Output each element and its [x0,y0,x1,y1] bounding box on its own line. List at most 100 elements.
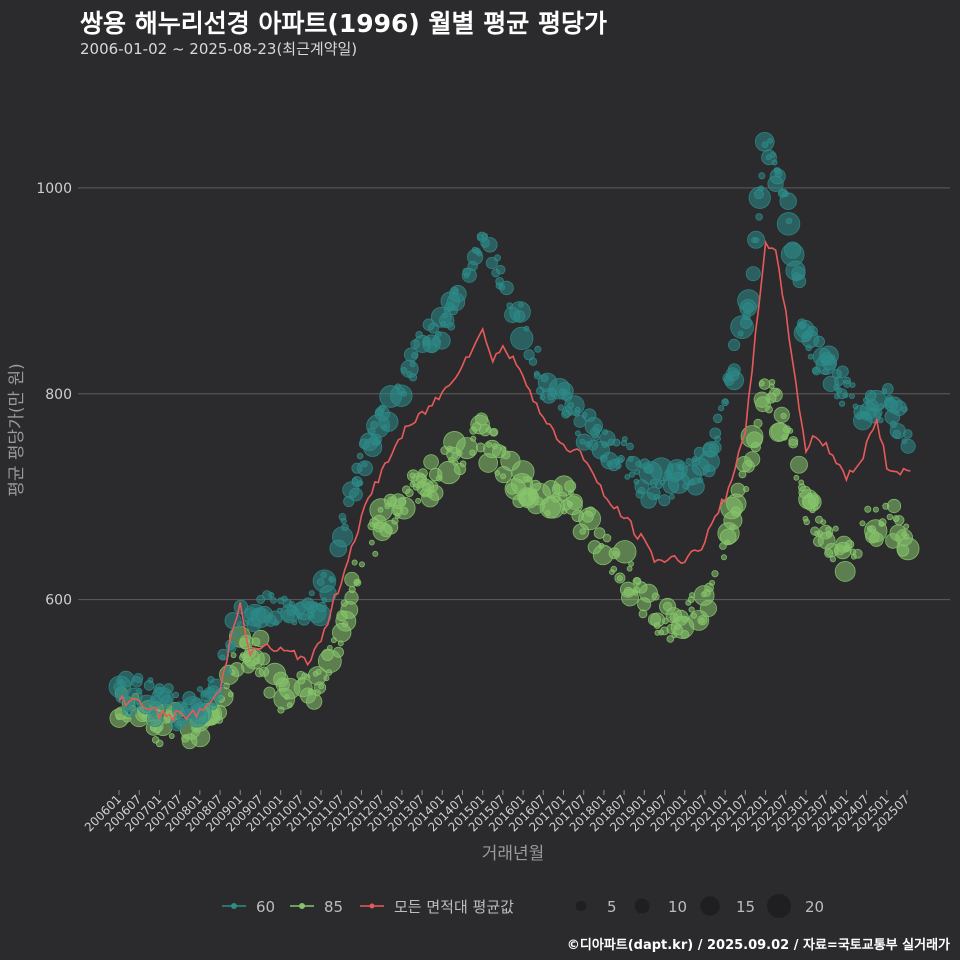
point-85 [315,668,322,676]
point-60 [534,345,542,353]
legend-label: 모든 면적대 평균값 [394,898,514,916]
point-60 [626,442,634,451]
point-85 [405,488,414,498]
point-60 [903,429,913,439]
point-85 [230,652,237,659]
point-85 [812,504,819,511]
point-60 [209,702,217,711]
point-85 [765,405,773,414]
point-85 [825,526,832,533]
point-85 [610,565,618,573]
point-60 [877,417,884,424]
point-60 [819,345,839,366]
point-85 [475,412,489,426]
point-60 [557,404,565,411]
point-85 [602,533,612,543]
point-60 [481,233,489,240]
point-85 [788,438,799,449]
point-60 [575,430,581,437]
point-60 [722,398,729,405]
point-85 [753,418,763,428]
point-60 [181,718,187,725]
point-60 [485,256,498,270]
point-85 [593,527,606,539]
point-85 [666,635,675,643]
point-60 [771,159,778,166]
point-60 [273,619,280,626]
point-85 [526,476,533,483]
point-85 [470,435,477,442]
point-85 [750,441,761,453]
point-60 [256,595,266,604]
point-60 [390,384,413,407]
point-60 [769,168,786,185]
point-60 [769,151,776,158]
point-60 [658,494,671,507]
point-85 [903,533,910,540]
point-60 [400,390,408,397]
point-85 [566,493,583,510]
point-60 [378,411,399,432]
y-axis: 600 800 1000 [36,181,72,609]
point-85 [730,482,746,498]
point-85 [781,434,788,441]
point-60 [718,405,725,412]
point-60 [709,441,722,454]
point-85 [451,452,459,459]
point-85 [699,599,718,618]
point-60 [172,691,179,699]
point-85 [768,387,783,403]
point-85 [864,505,872,513]
point-85 [787,427,794,434]
point-60 [117,670,135,688]
point-60 [147,710,164,728]
point-60 [217,648,230,661]
point-60 [702,464,716,478]
legend-size-circle [767,894,791,918]
point-85 [802,515,809,522]
point-60 [533,370,540,377]
point-85 [697,615,708,626]
point-85 [859,520,866,527]
point-85 [391,517,399,525]
point-60 [628,471,636,478]
legend-size-label: 10 [668,898,687,916]
point-60 [882,383,894,395]
point-60 [617,457,624,464]
point-85 [351,559,358,566]
point-85 [257,652,271,666]
point-60 [833,376,844,387]
point-85 [807,495,820,507]
point-60 [447,322,456,331]
point-60 [745,266,761,282]
point-60 [528,357,538,366]
point-85 [263,686,276,699]
point-85 [820,519,827,526]
point-85 [626,565,633,572]
point-85 [790,455,808,474]
point-60 [842,392,849,399]
point-85 [227,691,234,698]
point-60 [739,299,757,317]
point-85 [155,739,164,748]
x-axis: 2006012006072007012007072008012008072009… [82,790,912,835]
y-tick-label: 600 [45,593,72,609]
point-85 [252,629,270,648]
point-60 [612,438,621,447]
point-85 [793,474,800,481]
point-60 [495,264,506,275]
point-85 [423,454,439,470]
point-85 [896,537,920,561]
point-60 [340,517,347,524]
point-60 [728,338,741,352]
point-60 [320,571,328,579]
point-85 [834,561,856,582]
point-85 [427,484,444,501]
point-60 [685,458,693,465]
point-85 [638,609,648,619]
point-60 [133,672,144,683]
point-60 [843,379,852,388]
point-60 [196,686,203,693]
average-line [118,239,911,723]
point-60 [838,400,846,407]
